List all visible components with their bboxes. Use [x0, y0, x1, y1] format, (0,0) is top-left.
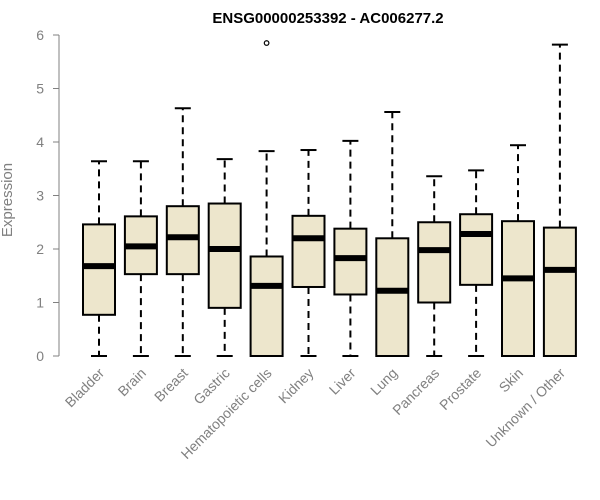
box-group: [249, 40, 284, 357]
y-tick-label: 6: [36, 27, 44, 43]
y-tick-label: 5: [36, 81, 44, 97]
box-group: [333, 139, 368, 357]
category-label: Breast: [151, 365, 191, 405]
box-group: [165, 107, 200, 357]
category-label: Liver: [326, 365, 359, 398]
category-label: Prostate: [436, 365, 484, 413]
box-group: [123, 160, 158, 357]
box: [542, 226, 577, 357]
box-group: [375, 111, 410, 357]
box: [501, 220, 535, 357]
box: [459, 213, 494, 286]
category-label: Pancreas: [389, 365, 442, 418]
y-tick-label: 0: [36, 348, 44, 364]
category-label: Brain: [115, 365, 149, 399]
y-axis: 0 1 2 3 4 5 6: [36, 27, 60, 364]
category-label: Unknown / Other: [482, 365, 568, 451]
box-group: [459, 169, 494, 357]
y-tick-label: 3: [36, 188, 44, 204]
box-group: [207, 158, 242, 357]
y-axis-label: Expression: [0, 163, 16, 237]
box-group: [417, 175, 452, 357]
plot-area: [82, 40, 577, 357]
chart-title: ENSG00000253392 - AC006277.2: [212, 10, 443, 27]
category-label: Skin: [496, 365, 527, 396]
box-group: [542, 43, 577, 357]
box-group: [501, 144, 535, 357]
box: [333, 227, 368, 296]
box: [375, 237, 410, 357]
outlier-point: [263, 40, 270, 46]
y-tick-label: 1: [36, 295, 44, 311]
y-tick-label: 2: [36, 241, 44, 257]
box-group: [291, 149, 326, 357]
category-label: Kidney: [275, 365, 317, 407]
box: [207, 202, 242, 309]
box: [417, 221, 452, 304]
box: [249, 255, 284, 357]
box: [82, 223, 116, 316]
category-label: Bladder: [62, 365, 108, 411]
box-group: [82, 160, 116, 357]
y-tick-label: 4: [36, 134, 44, 150]
category-label: Lung: [367, 365, 400, 398]
box: [291, 214, 326, 288]
